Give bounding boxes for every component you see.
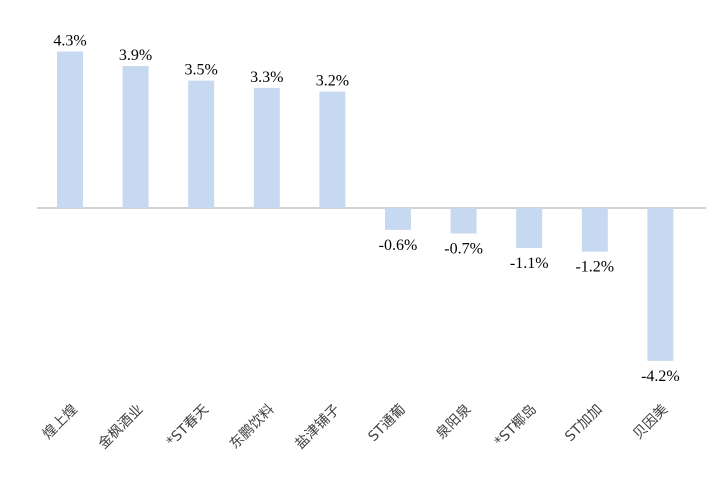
category-label: 贝因美 [630, 402, 671, 443]
bars-group [57, 51, 674, 361]
category-label: 东鹏饮料 [227, 402, 278, 453]
bar [188, 80, 215, 208]
bar [319, 91, 346, 208]
category-label: 盐津铺子 [292, 402, 343, 453]
value-label: 3.5% [185, 62, 218, 79]
value-label: 3.9% [119, 47, 152, 64]
value-labels-group: 4.3% 3.9% 3.5% 3.3% 3.2% -0.6% -0.7% -1.1% -1.2%… [53, 32, 679, 384]
category-label: *ST椰岛 [492, 402, 540, 450]
bar [516, 208, 543, 249]
bar [57, 51, 83, 209]
category-label: 泉阳泉 [433, 401, 475, 443]
category-label: 煌上煌 [40, 402, 81, 443]
bar [450, 208, 477, 234]
bar [581, 208, 608, 252]
value-label: 4.3% [53, 32, 86, 49]
bar [253, 87, 280, 208]
value-label: -4.2% [641, 368, 680, 385]
value-label: -0.6% [379, 237, 418, 254]
value-label: -0.7% [444, 240, 483, 257]
bar [385, 208, 411, 230]
category-label: *ST春天 [164, 402, 212, 450]
bar [647, 208, 674, 361]
value-label: -1.1% [510, 255, 549, 272]
value-label: 3.2% [316, 73, 349, 90]
category-label: 金枫酒业 [96, 402, 147, 453]
bar [122, 66, 149, 208]
category-label: ST加加 [562, 402, 605, 445]
value-label: 3.3% [250, 69, 283, 86]
category-label: ST通葡 [365, 402, 408, 445]
value-label: -1.2% [575, 259, 614, 276]
category-labels-group: 煌上煌 金枫酒业 *ST春天 东鹏饮料 盐津铺子 ST通葡 泉阳泉 *ST椰岛 ST加加 贝因美 [40, 401, 671, 453]
